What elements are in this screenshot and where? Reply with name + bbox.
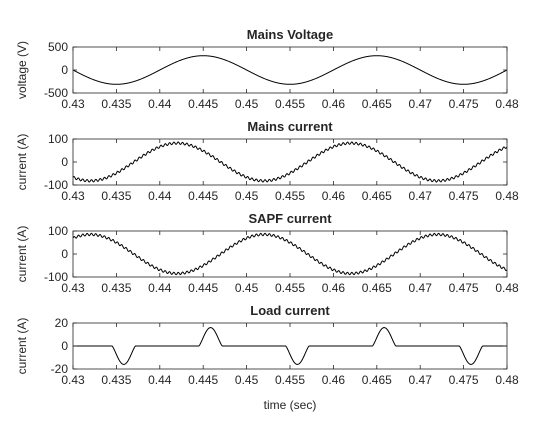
panel-2-axes-box <box>72 138 508 186</box>
panel-4-xtick-label: 0.44 <box>148 373 172 387</box>
panel-3-xtick-label: 0.435 <box>101 281 131 295</box>
panel-2-xtick-label: 0.445 <box>188 189 218 203</box>
panel-3: SAPF current current (A) 0.43 0.435 0.44 0.44… <box>15 211 519 295</box>
panel-1-xtick-label: 0.46 <box>322 97 346 111</box>
panel-1-axes-box <box>72 46 508 94</box>
panel-1-title: Mains Voltage <box>247 27 333 42</box>
panel-2-ytick-label: -100 <box>44 178 68 192</box>
panel-4-xtick-label: 0.475 <box>449 373 479 387</box>
panel-1-ylabel: voltage (V) <box>15 41 29 99</box>
panel-1-xtick-label: 0.48 <box>495 97 519 111</box>
panel-3-series-line <box>72 232 508 276</box>
panel-4-xtick-label: 0.43 <box>61 373 85 387</box>
panel-1-series-line <box>72 55 508 85</box>
panel-1-xtick-label: 0.455 <box>275 97 305 111</box>
panel-3-xtick-label: 0.465 <box>362 281 392 295</box>
panel-1-xtick-label: 0.445 <box>188 97 218 111</box>
panel-3-axes-box <box>72 230 508 278</box>
panel-2-title: Mains current <box>247 119 333 134</box>
panel-1: Mains Voltage voltage (V) 0.43 0.435 0.44 0.4… <box>15 27 519 111</box>
panel-1-ytick-label: 0 <box>61 63 68 77</box>
panel-3-xtick-label: 0.48 <box>495 281 519 295</box>
panel-4-xtick-label: 0.47 <box>409 373 433 387</box>
panel-1-xtick-label: 0.475 <box>449 97 479 111</box>
panel-1-xtick-label: 0.435 <box>101 97 131 111</box>
panel-4-xtick-label: 0.45 <box>235 373 259 387</box>
panel-3-title: SAPF current <box>248 211 332 226</box>
panel-2-xtick-label: 0.44 <box>148 189 172 203</box>
panel-1-xtick-label: 0.465 <box>362 97 392 111</box>
panel-2-ytick-label: 100 <box>48 132 68 146</box>
figure-xlabel: time (sec) <box>264 398 317 412</box>
panel-1-xtick-label: 0.45 <box>235 97 259 111</box>
panel-2-xtick-label: 0.48 <box>495 189 519 203</box>
panel-2-xtick-label: 0.43 <box>61 189 85 203</box>
panel-4-ytick-label: -20 <box>51 362 69 376</box>
panel-2-xtick-label: 0.47 <box>409 189 433 203</box>
panel-1-xtick-label: 0.44 <box>148 97 172 111</box>
panel-4: Load current current (A) 0.43 0.435 0.44 0.44… <box>15 303 519 387</box>
panel-4-xtick-label: 0.46 <box>322 373 346 387</box>
panel-4-ytick-label: 0 <box>61 339 68 353</box>
panel-3-xtick-label: 0.47 <box>409 281 433 295</box>
panel-2: Mains current current (A) 0.43 0.435 0.44 0.4… <box>15 119 519 203</box>
panel-1-xtick-label: 0.43 <box>61 97 85 111</box>
panel-4-xtick-label: 0.465 <box>362 373 392 387</box>
panel-3-ytick-label: 100 <box>48 224 68 238</box>
panel-4-ytick-label: 20 <box>55 316 69 330</box>
panel-4-ylabel: current (A) <box>15 318 29 375</box>
panel-2-ylabel: current (A) <box>15 134 29 191</box>
panel-2-xtick-label: 0.455 <box>275 189 305 203</box>
panel-3-xtick-label: 0.445 <box>188 281 218 295</box>
panel-4-xtick-label: 0.455 <box>275 373 305 387</box>
panel-3-xtick-label: 0.44 <box>148 281 172 295</box>
panel-2-xtick-label: 0.45 <box>235 189 259 203</box>
panel-4-xtick-label: 0.445 <box>188 373 218 387</box>
panel-3-xtick-label: 0.45 <box>235 281 259 295</box>
panel-3-xtick-label: 0.455 <box>275 281 305 295</box>
panel-1-ytick-label: -500 <box>44 86 68 100</box>
panel-4-xtick-label: 0.435 <box>101 373 131 387</box>
panel-2-series-line <box>72 141 508 183</box>
panel-2-xtick-label: 0.435 <box>101 189 131 203</box>
panel-2-ytick-label: 0 <box>61 155 68 169</box>
panel-2-xtick-label: 0.46 <box>322 189 346 203</box>
panel-3-xtick-label: 0.475 <box>449 281 479 295</box>
panel-3-ytick-label: -100 <box>44 270 68 284</box>
panel-4-xtick-label: 0.48 <box>495 373 519 387</box>
panel-4-series-line <box>73 327 507 365</box>
panel-3-ytick-label: 0 <box>61 247 68 261</box>
panel-2-xtick-label: 0.465 <box>362 189 392 203</box>
panel-3-xtick-label: 0.46 <box>322 281 346 295</box>
panel-3-ylabel: current (A) <box>15 226 29 283</box>
panel-2-xtick-label: 0.475 <box>449 189 479 203</box>
panel-1-ytick-label: 500 <box>48 40 68 54</box>
panel-1-xtick-label: 0.47 <box>409 97 433 111</box>
panel-3-xtick-label: 0.43 <box>61 281 85 295</box>
panel-4-title: Load current <box>250 303 330 318</box>
